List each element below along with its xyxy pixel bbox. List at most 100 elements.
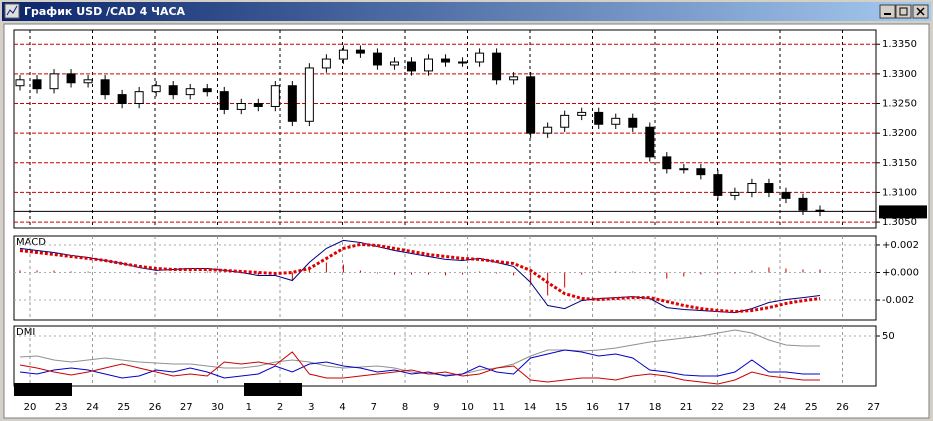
y-tick-label: 1.3100: [882, 187, 917, 198]
candle-body: [577, 111, 587, 116]
series-line: [19, 242, 821, 314]
candle-body: [424, 58, 434, 72]
x-tick-label: 24: [86, 402, 99, 413]
x-tick-label: 16: [586, 402, 599, 413]
candle-body: [628, 117, 638, 128]
candle-body: [66, 73, 76, 84]
last-price-bg: [879, 205, 927, 219]
x-tick-label: 27: [867, 402, 880, 413]
month-label-bg: [14, 383, 72, 396]
x-tick-label: 26: [149, 402, 162, 413]
month-label-bg: [244, 383, 302, 396]
candle-body: [117, 94, 127, 105]
x-tick-label: 18: [649, 402, 662, 413]
window-icon: [4, 3, 20, 19]
maximize-icon: [899, 7, 908, 16]
x-tick-label: 20: [24, 402, 37, 413]
candle-body: [32, 79, 42, 90]
y-tick-label: 1.3200: [882, 128, 917, 139]
month-label: Сен 2019: [18, 385, 66, 396]
candle-body: [679, 168, 689, 171]
candle-body: [594, 111, 604, 125]
candle-body: [798, 197, 808, 211]
candle-body: [662, 156, 672, 170]
candle-body: [543, 126, 553, 134]
candle-body: [389, 61, 399, 66]
candle-body: [338, 49, 348, 60]
y-tick-label: -0.002: [882, 295, 914, 306]
price-panel: [13, 29, 877, 229]
x-tick-label: 23: [55, 402, 68, 413]
candle-body: [83, 79, 93, 84]
close-icon: [916, 7, 925, 16]
candle-body: [781, 191, 791, 199]
window-icon-graph: [6, 5, 18, 16]
x-tick-label: 8: [402, 402, 408, 413]
dmi-panel: [13, 325, 877, 387]
candle-body: [270, 85, 280, 107]
x-tick-label: 15: [555, 402, 568, 413]
candle-body: [560, 114, 570, 128]
title-bar: [2, 2, 931, 21]
candle-body: [236, 103, 246, 110]
candle-body: [304, 67, 314, 122]
candle-body: [475, 52, 485, 63]
candle-body: [100, 79, 110, 96]
x-tick-label: 17: [617, 402, 630, 413]
x-tick-label: 21: [680, 402, 693, 413]
candle-body: [202, 88, 212, 93]
candle-body: [526, 76, 536, 134]
x-tick-label: 27: [180, 402, 193, 413]
candle-body: [219, 91, 229, 110]
candle-body: [168, 85, 178, 96]
x-tick-label: 23: [742, 402, 755, 413]
x-tick-label: 1: [246, 402, 252, 413]
candle-body: [713, 174, 723, 196]
series-line: [19, 351, 820, 385]
x-tick-label: 25: [117, 402, 130, 413]
maximize-button[interactable]: [895, 4, 912, 19]
window-title: График USD /CAD 4 ЧАСА: [24, 5, 186, 18]
candle-body: [764, 183, 774, 193]
chart-area: [3, 23, 930, 419]
x-tick-label: 30: [211, 402, 224, 413]
candle-body: [406, 61, 416, 72]
x-tick-label: 9: [433, 402, 439, 413]
window-buttons: [879, 4, 929, 19]
candle-body: [492, 52, 502, 81]
candle-body: [151, 85, 161, 93]
x-tick-label: 2: [277, 402, 283, 413]
candle-body: [509, 76, 519, 81]
candle-body: [441, 58, 451, 63]
y-tick-label: 1.3250: [882, 99, 917, 110]
y-tick-label: 1.3050: [882, 217, 917, 228]
y-tick-label: 1.3350: [882, 39, 917, 50]
y-tick-label: +0.000: [882, 267, 919, 278]
candle-body: [458, 61, 468, 64]
candle-body: [253, 103, 263, 107]
x-tick-label: 11: [492, 402, 505, 413]
candle-body: [747, 183, 757, 193]
minimize-button[interactable]: [879, 4, 896, 19]
candle-body: [49, 73, 59, 90]
candle-body: [321, 58, 331, 69]
y-tick-label: 1.3150: [882, 158, 917, 169]
month-label: Окт 2019: [248, 385, 296, 396]
x-tick-label: 10: [461, 402, 474, 413]
y-tick-label: 50: [882, 331, 895, 342]
candle-body: [15, 79, 25, 87]
y-tick-label: +0.002: [882, 240, 919, 251]
x-tick-label: 24: [774, 402, 787, 413]
y-tick-label: 1.3300: [882, 69, 917, 80]
candle-body: [372, 52, 382, 66]
x-tick-label: 7: [371, 402, 377, 413]
x-tick-label: 14: [524, 402, 537, 413]
candle-body: [134, 91, 144, 105]
x-tick-label: 3: [308, 402, 314, 413]
candle-body: [645, 126, 655, 158]
x-tick-label: 22: [711, 402, 724, 413]
last-price-label: 1.3068: [882, 206, 917, 217]
x-tick-label: 26: [836, 402, 849, 413]
